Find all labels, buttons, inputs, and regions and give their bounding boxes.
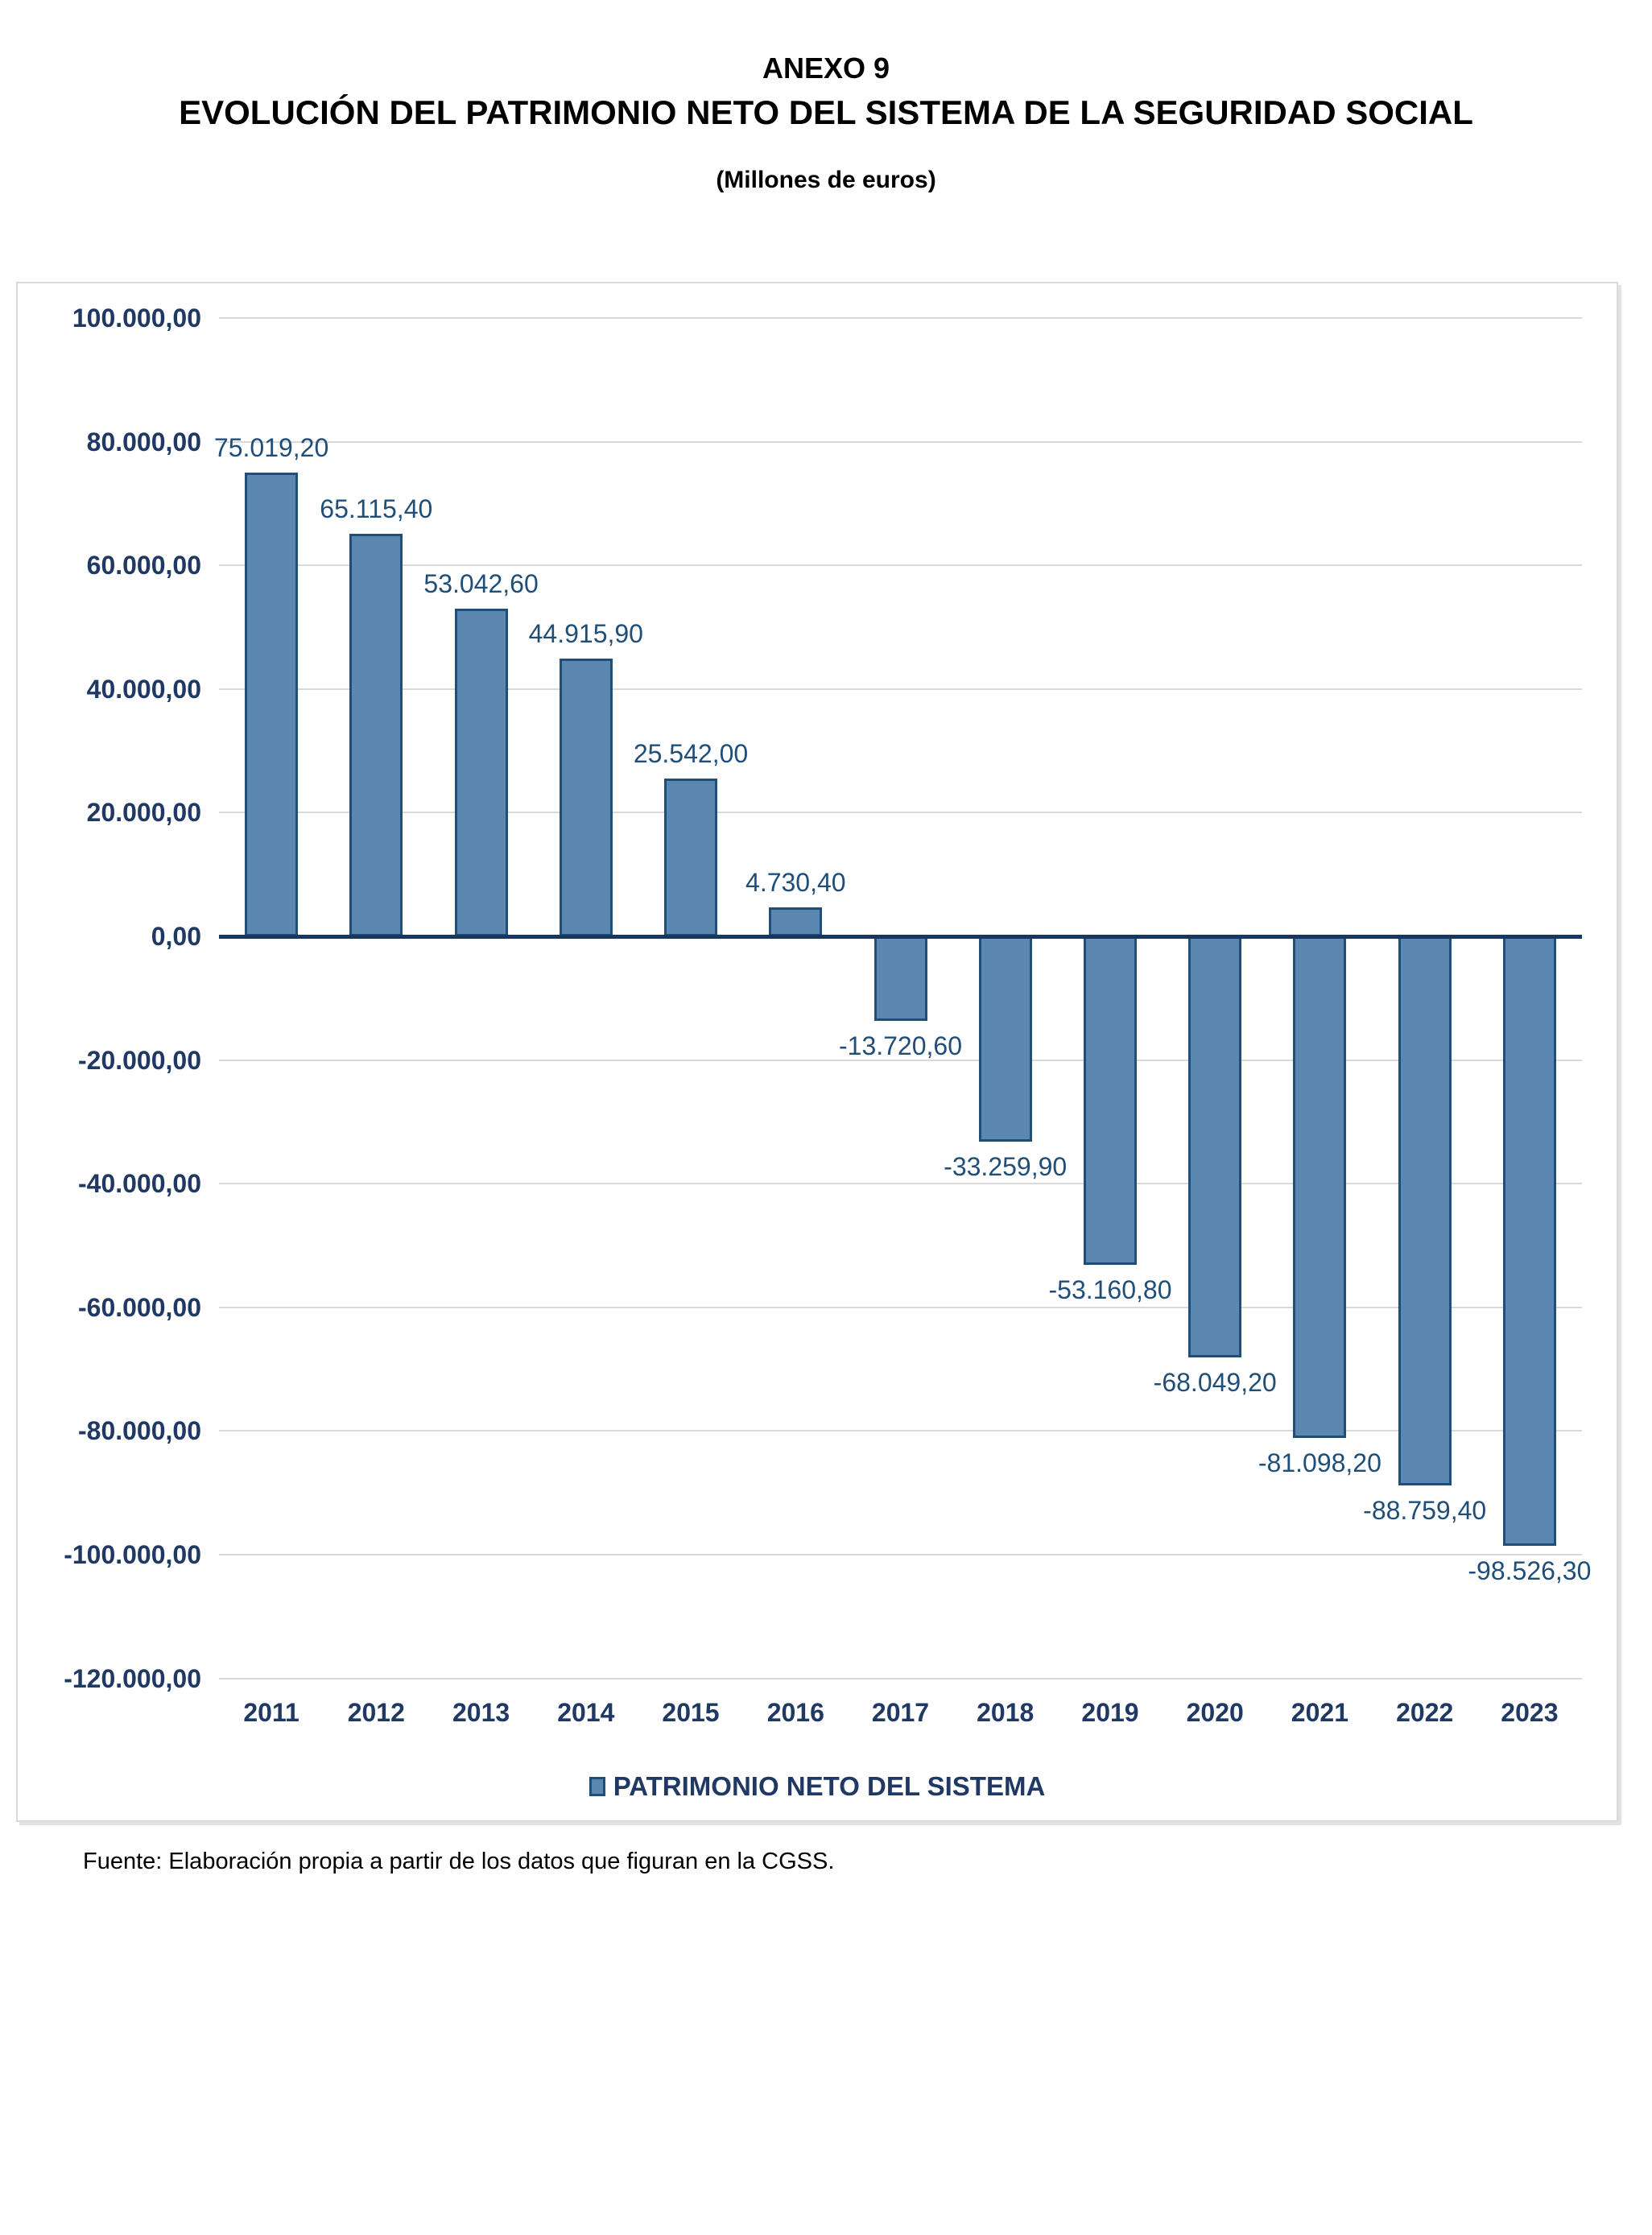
bar-2017 (873, 936, 927, 1022)
data-label-2013: 53.042,60 (423, 568, 539, 598)
bar-2020 (1188, 936, 1242, 1357)
bar-2018 (978, 936, 1032, 1142)
x-axis-label-2011: 2011 (243, 1698, 299, 1727)
y-axis-tick-label: -100.000,00 (64, 1540, 201, 1569)
x-axis-label-2022: 2022 (1396, 1698, 1454, 1727)
bar-2016 (769, 907, 823, 936)
bar-2019 (1084, 936, 1137, 1266)
x-axis-label-2015: 2015 (662, 1698, 720, 1727)
y-gridline (219, 1183, 1582, 1185)
y-gridline (219, 440, 1582, 443)
y-gridline (219, 812, 1582, 814)
data-label-2016: 4.730,40 (745, 867, 846, 897)
data-label-2018: -33.259,90 (944, 1152, 1068, 1182)
data-label-2021: -81.098,20 (1258, 1448, 1381, 1477)
x-axis-label-2014: 2014 (557, 1698, 615, 1727)
annex-heading: ANEXO 9 (762, 52, 890, 85)
bar-2012 (349, 533, 403, 936)
y-axis-tick-label: 40.000,00 (86, 674, 201, 704)
x-axis-label-2012: 2012 (347, 1698, 405, 1727)
x-axis-label-2018: 2018 (977, 1698, 1035, 1727)
y-gridline (219, 564, 1582, 567)
data-label-2017: -13.720,60 (838, 1031, 962, 1061)
x-axis-label-2020: 2020 (1186, 1698, 1244, 1727)
y-gridline (219, 317, 1582, 319)
y-axis-tick-label: 80.000,00 (86, 427, 201, 457)
data-label-2015: 25.542,00 (633, 738, 749, 768)
y-gridline (219, 688, 1582, 690)
x-axis-label-2016: 2016 (766, 1698, 824, 1727)
legend-marker-square (589, 1777, 605, 1796)
y-axis-tick-label: -120.000,00 (64, 1663, 201, 1693)
chart-legend: PATRIMONIO NETO DEL SISTEMA (18, 1770, 1617, 1803)
data-label-2011: 75.019,20 (213, 432, 329, 462)
bar-2023 (1502, 936, 1556, 1546)
y-gridline (219, 1677, 1582, 1679)
y-gridline (219, 1430, 1582, 1432)
data-label-2019: -53.160,80 (1048, 1275, 1172, 1305)
x-axis-label-2017: 2017 (871, 1698, 930, 1727)
y-axis-tick-label: 100.000,00 (72, 304, 201, 333)
data-label-2014: 44.915,90 (528, 619, 643, 648)
y-axis-tick-label: 20.000,00 (86, 798, 201, 828)
data-label-2023: -98.526,30 (1468, 1555, 1592, 1585)
x-axis-label-2013: 2013 (452, 1698, 510, 1727)
y-axis-tick-label: -60.000,00 (77, 1292, 201, 1322)
bar-2014 (559, 659, 613, 936)
y-axis-tick-label: 60.000,00 (86, 551, 201, 580)
bar-2013 (454, 608, 508, 936)
chart-units-subtitle: (Millones de euros) (716, 167, 936, 193)
data-label-2020: -68.049,20 (1153, 1367, 1277, 1397)
x-axis-label-2019: 2019 (1081, 1698, 1139, 1727)
x-axis-label-2023: 2023 (1501, 1698, 1559, 1727)
x-axis-label-2021: 2021 (1291, 1698, 1348, 1727)
zero-axis-line (219, 934, 1582, 939)
y-axis-tick-label: -80.000,00 (77, 1416, 201, 1446)
bar-2022 (1398, 936, 1452, 1485)
bar-2015 (664, 778, 717, 936)
chart-area: 100.000,00 80.000,00 60.000,00 40.000,00 20.… (16, 282, 1618, 1822)
data-label-2022: -88.759,40 (1363, 1495, 1487, 1525)
data-label-2012: 65.115,40 (320, 494, 433, 523)
bar-2011 (245, 472, 299, 936)
source-note: Fuente: Elaboración propia a partir de l… (83, 1849, 835, 1874)
chart-title: EVOLUCIÓN DEL PATRIMONIO NETO DEL SISTEM… (179, 93, 1473, 131)
y-gridline (219, 1554, 1582, 1555)
bar-2021 (1293, 936, 1347, 1438)
y-gridline (219, 1306, 1582, 1308)
y-axis-tick-label: 0,00 (151, 922, 201, 951)
y-gridline (219, 1059, 1582, 1061)
y-axis-tick-label: -40.000,00 (77, 1169, 201, 1199)
legend-series-label: PATRIMONIO NETO DEL SISTEMA (613, 1771, 1046, 1801)
y-axis-tick-label: -20.000,00 (77, 1045, 201, 1075)
